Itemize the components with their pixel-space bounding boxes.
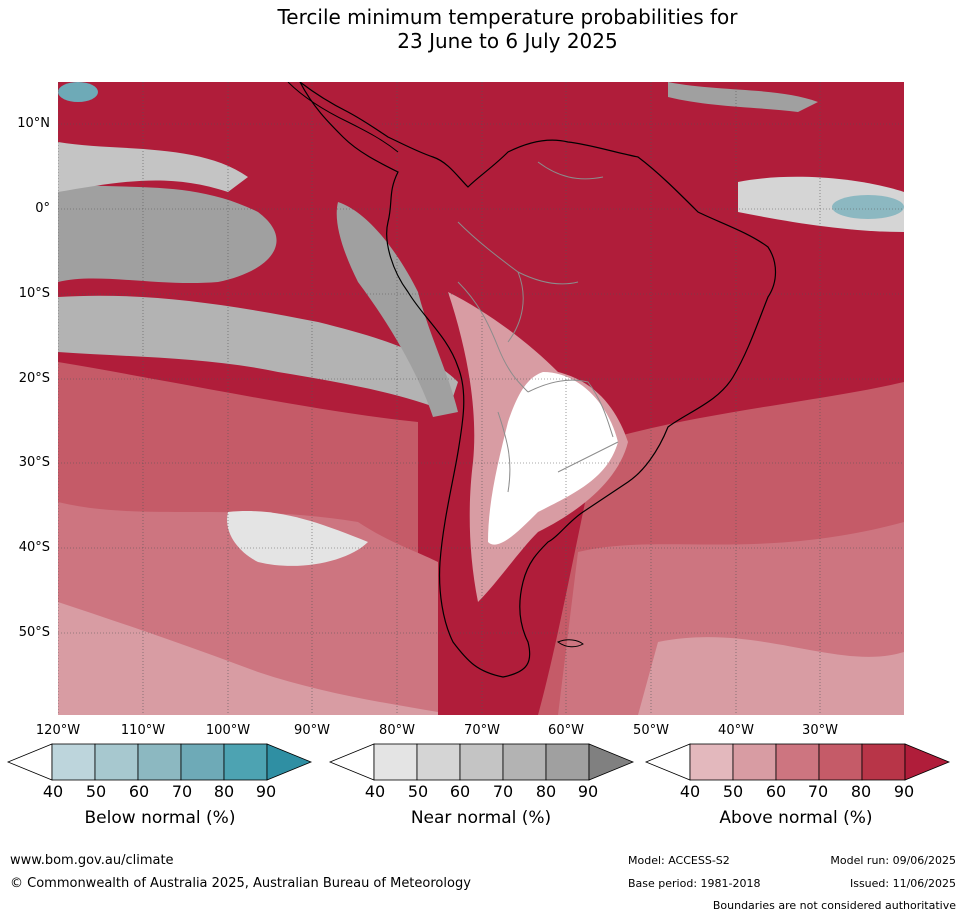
colorbar-swatch xyxy=(818,743,863,781)
footer-base-period: Base period: 1981-2018 xyxy=(628,877,761,890)
above-40-50-zone-far-south-atlantic xyxy=(638,637,904,715)
cbar-above-tick-90: 90 xyxy=(893,782,915,801)
lon-tick-80w: 80°W xyxy=(379,723,415,738)
falkland-islands xyxy=(556,639,584,648)
lat-tick-50s: 50°S xyxy=(18,625,50,640)
lon-tick-60w: 60°W xyxy=(548,723,584,738)
footer-copyright: © Commonwealth of Australia 2025, Austra… xyxy=(10,876,471,891)
colorbar-below-normal-swatches xyxy=(6,743,313,781)
cbar-below-tick-40: 40 xyxy=(42,782,64,801)
lon-tick-100w: 100°W xyxy=(205,723,251,738)
near-normal-band-north-pacific xyxy=(58,142,248,192)
colorbar-near-normal-title: Near normal (%) xyxy=(410,808,552,828)
near-normal-patch-caribbean xyxy=(668,82,818,112)
colorbar-below-normal xyxy=(6,743,313,781)
above-40-50-zone-south xyxy=(58,602,438,715)
cbar-near-tick-60: 60 xyxy=(449,782,471,801)
cbar-above-tick-50: 50 xyxy=(722,782,744,801)
lon-tick-110w: 110°W xyxy=(120,723,166,738)
footer-model-run: Model run: 09/06/2025 xyxy=(830,854,956,867)
lon-tick-30w: 30°W xyxy=(802,723,838,738)
colorbar-swatch xyxy=(732,743,777,781)
footer-disclaimer: Boundaries are not considered authoritat… xyxy=(712,899,956,912)
below-normal-patch-atlantic xyxy=(832,195,904,219)
lon-tick-40w: 40°W xyxy=(718,723,754,738)
no-dominant-category-zone xyxy=(488,372,618,545)
colorbar-above-normal xyxy=(644,743,951,781)
cbar-near-tick-40: 40 xyxy=(364,782,386,801)
cbar-near-tick-70: 70 xyxy=(492,782,514,801)
cbar-below-tick-60: 60 xyxy=(128,782,150,801)
colorbar-swatch xyxy=(223,743,268,781)
cbar-above-tick-70: 70 xyxy=(807,782,829,801)
lat-tick-0: 0° xyxy=(35,201,50,216)
cbar-above-tick-60: 60 xyxy=(765,782,787,801)
cbar-near-tick-80: 80 xyxy=(535,782,557,801)
lat-tick-40s: 40°S xyxy=(18,540,50,555)
footer-website: www.bom.gov.au/climate xyxy=(10,853,174,868)
colorbar-swatch xyxy=(545,743,590,781)
lon-tick-50w: 50°W xyxy=(633,723,669,738)
title-line-1: Tercile minimum temperature probabilitie… xyxy=(277,5,738,29)
map-canvas xyxy=(58,82,904,715)
colorbar-swatch xyxy=(137,743,182,781)
colorbar-swatch xyxy=(416,743,461,781)
cbar-below-tick-70: 70 xyxy=(171,782,193,801)
cbar-near-tick-90: 90 xyxy=(577,782,599,801)
central-america-coastline xyxy=(287,82,399,153)
colorbar-swatch xyxy=(180,743,225,781)
lon-tick-90w: 90°W xyxy=(294,723,330,738)
colorbar-high-end-triangle xyxy=(266,743,313,781)
colorbar-near-normal-swatches xyxy=(328,743,635,781)
colorbar-swatch xyxy=(502,743,547,781)
colorbar-high-end-triangle xyxy=(904,743,951,781)
cbar-near-tick-50: 50 xyxy=(407,782,429,801)
colorbar-swatch xyxy=(775,743,820,781)
below-normal-patch-northwest xyxy=(58,82,98,102)
near-normal-band-peru-coast xyxy=(336,202,458,417)
colorbar-low-end-triangle xyxy=(644,743,691,781)
country-borders xyxy=(457,161,619,493)
colorbar-swatch xyxy=(689,743,734,781)
cbar-below-tick-80: 80 xyxy=(213,782,235,801)
lon-tick-120w: 120°W xyxy=(35,723,81,738)
near-normal-band-south-pacific xyxy=(58,295,458,412)
cbar-below-tick-50: 50 xyxy=(85,782,107,801)
lon-tick-70w: 70°W xyxy=(464,723,500,738)
lat-tick-20s: 20°S xyxy=(18,371,50,386)
near-normal-patch-southeast-pacific xyxy=(227,511,368,566)
lat-tick-30s: 30°S xyxy=(18,455,50,470)
colorbar-swatch xyxy=(861,743,906,781)
near-normal-band-equatorial-pacific xyxy=(58,182,277,284)
map-title: Tercile minimum temperature probabilitie… xyxy=(0,5,965,53)
colorbar-above-normal-swatches xyxy=(644,743,951,781)
title-line-2: 23 June to 6 July 2025 xyxy=(397,29,618,53)
colorbar-above-normal-title: Above normal (%) xyxy=(719,808,873,828)
colorbar-swatch xyxy=(373,743,418,781)
cbar-above-tick-80: 80 xyxy=(850,782,872,801)
cbar-above-tick-40: 40 xyxy=(679,782,701,801)
colorbar-high-end-triangle xyxy=(588,743,635,781)
probability-map xyxy=(58,82,904,715)
colorbar-swatch xyxy=(51,743,96,781)
colorbar-near-normal xyxy=(328,743,635,781)
south-america-coastline xyxy=(299,82,777,678)
cbar-below-tick-90: 90 xyxy=(255,782,277,801)
colorbar-swatch xyxy=(94,743,139,781)
colorbar-low-end-triangle xyxy=(328,743,375,781)
colorbar-swatch xyxy=(459,743,504,781)
lat-tick-10s: 10°S xyxy=(18,286,50,301)
colorbar-low-end-triangle xyxy=(6,743,53,781)
footer-issued: Issued: 11/06/2025 xyxy=(849,877,956,890)
footer-model: Model: ACCESS-S2 xyxy=(628,854,730,867)
lat-tick-10n: 10°N xyxy=(17,116,50,131)
graticule xyxy=(58,82,904,715)
colorbar-below-normal-title: Below normal (%) xyxy=(84,808,236,828)
